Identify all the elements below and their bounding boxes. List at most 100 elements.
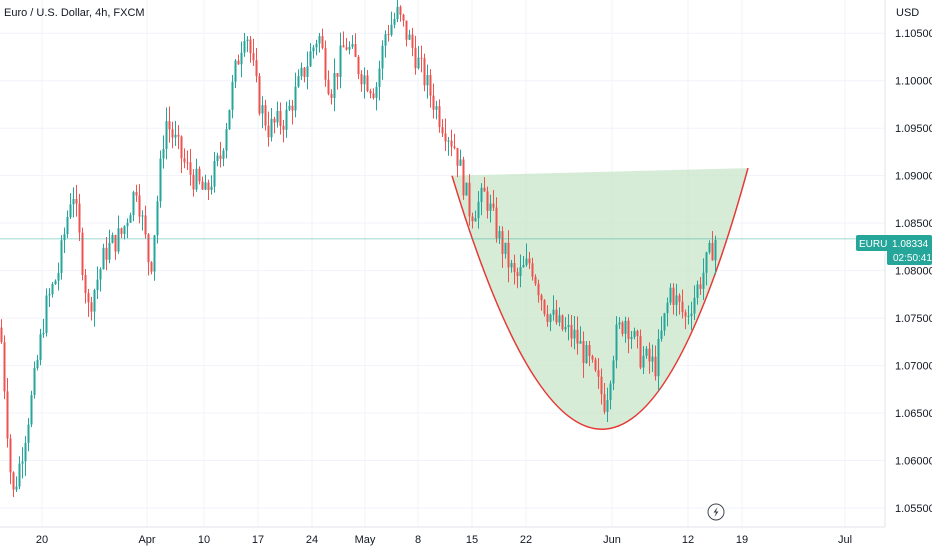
candle[interactable] [474,210,477,222]
candle[interactable] [354,33,357,58]
candle[interactable] [168,106,171,143]
candle[interactable] [573,315,576,350]
candle[interactable] [483,177,486,192]
candle[interactable] [450,129,453,157]
candle[interactable] [234,58,237,89]
candle[interactable] [285,101,288,138]
candle[interactable] [435,100,438,120]
candle[interactable] [630,330,633,349]
candle[interactable] [99,267,102,292]
candle[interactable] [117,215,120,254]
candle[interactable] [477,191,480,229]
candle[interactable] [426,64,429,99]
candle[interactable] [51,282,54,298]
candle[interactable] [9,434,12,485]
candle[interactable] [336,72,339,90]
candle[interactable] [270,108,273,142]
candle[interactable] [564,317,567,333]
candle[interactable] [381,40,384,80]
candle[interactable] [678,293,681,315]
candle[interactable] [423,53,426,92]
candle[interactable] [171,121,174,149]
candle[interactable] [153,234,156,281]
candle[interactable] [126,218,129,239]
candle[interactable] [309,43,312,68]
candle[interactable] [657,329,660,391]
candle[interactable] [513,254,516,285]
candle[interactable] [156,195,159,244]
candle[interactable] [27,418,30,452]
candle[interactable] [114,234,117,260]
candle[interactable] [21,447,24,479]
candle[interactable] [327,70,330,96]
candle[interactable] [129,212,132,223]
candle[interactable] [15,476,18,492]
candle[interactable] [618,317,621,329]
cup-pattern-fill[interactable] [452,168,748,430]
candle[interactable] [669,283,672,306]
candle[interactable] [207,179,210,201]
candle[interactable] [576,316,579,355]
candle[interactable] [621,320,624,337]
candle[interactable] [54,279,57,285]
candle[interactable] [366,70,369,93]
candle[interactable] [600,368,603,405]
candle[interactable] [519,254,522,288]
candle[interactable] [432,83,435,119]
candle[interactable] [363,67,366,99]
candle[interactable] [531,257,534,281]
candle[interactable] [501,226,504,268]
candle[interactable] [705,251,708,286]
candle[interactable] [348,41,351,55]
candle[interactable] [132,190,135,222]
candle[interactable] [243,32,246,57]
candle[interactable] [162,135,165,169]
candle[interactable] [333,58,336,112]
candle[interactable] [318,32,321,53]
candle[interactable] [306,51,309,90]
candle[interactable] [357,55,360,80]
candle[interactable] [639,329,642,370]
candle[interactable] [303,66,306,83]
candle[interactable] [549,313,552,332]
candle[interactable] [675,283,678,317]
candle[interactable] [201,176,204,190]
candle[interactable] [6,378,9,448]
candle[interactable] [702,258,705,300]
candle[interactable] [606,387,609,422]
candle[interactable] [387,24,390,42]
candle[interactable] [246,36,249,53]
candle[interactable] [33,361,36,399]
candle[interactable] [609,380,612,410]
candle[interactable] [663,312,666,336]
candle[interactable] [57,262,60,291]
candle[interactable] [561,314,564,332]
candle[interactable] [699,277,702,296]
candle[interactable] [225,123,228,159]
candle[interactable] [75,184,78,217]
candle[interactable] [276,101,279,128]
lightning-icon[interactable] [707,503,725,521]
candle[interactable] [0,319,3,344]
candle[interactable] [69,193,72,219]
candle[interactable] [696,280,699,305]
candle[interactable] [555,300,558,325]
candle[interactable] [711,230,714,261]
candle[interactable] [393,12,396,29]
candle[interactable] [465,182,468,196]
candle[interactable] [78,193,81,242]
candle[interactable] [384,30,387,58]
candle[interactable] [537,279,540,303]
candle[interactable] [135,184,138,202]
candle[interactable] [642,346,645,375]
candle[interactable] [48,288,51,307]
candle[interactable] [714,235,717,275]
candle[interactable] [534,274,537,287]
cup-pattern-curve[interactable] [451,167,749,430]
candle[interactable] [486,186,489,219]
candle[interactable] [636,329,639,349]
candle[interactable] [240,41,243,78]
candle[interactable] [144,205,147,239]
candle[interactable] [471,212,474,229]
